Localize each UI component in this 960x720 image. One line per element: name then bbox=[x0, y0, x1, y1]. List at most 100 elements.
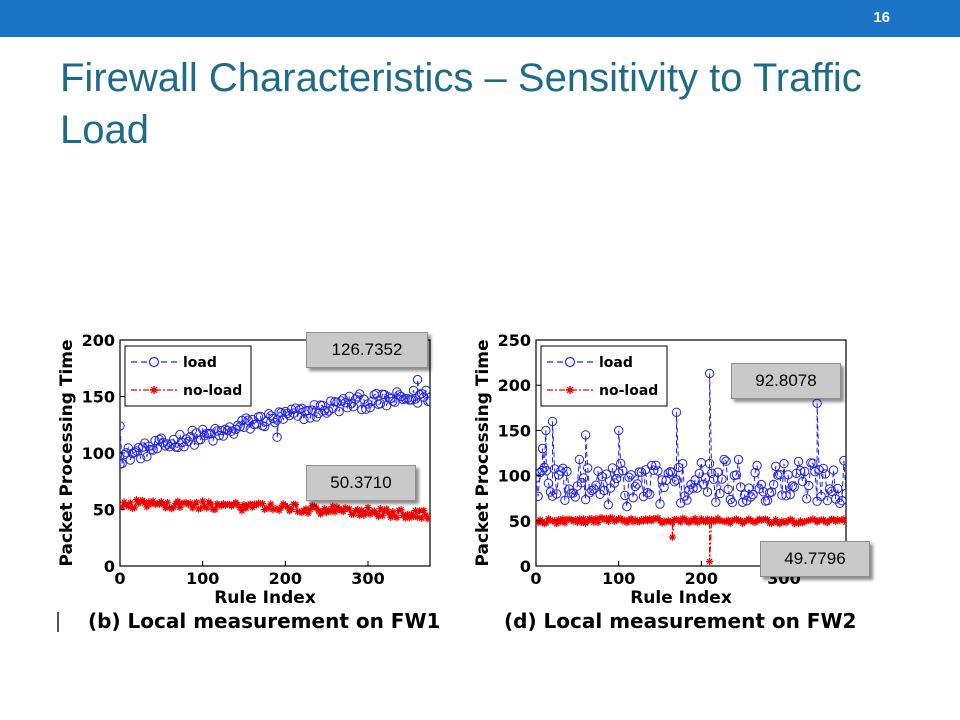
data-point-noload bbox=[149, 497, 157, 505]
data-point-noload bbox=[768, 519, 776, 527]
data-point-load bbox=[375, 399, 386, 409]
data-point-noload bbox=[422, 511, 430, 519]
data-point-noload bbox=[161, 504, 170, 512]
legend-marker-noload bbox=[150, 386, 158, 394]
data-point-noload bbox=[318, 508, 327, 516]
data-point-load bbox=[425, 396, 430, 406]
x-tick-label: 0 bbox=[114, 569, 125, 588]
data-point-noload bbox=[383, 505, 391, 513]
data-point-load bbox=[618, 466, 628, 476]
data-point-noload bbox=[130, 504, 139, 512]
data-point-load bbox=[148, 445, 158, 455]
data-point-noload bbox=[368, 508, 376, 516]
data-point-noload bbox=[540, 520, 548, 528]
legend-marker-noload bbox=[566, 386, 574, 394]
data-point-noload bbox=[378, 512, 387, 520]
data-point-noload bbox=[679, 514, 687, 522]
data-point-noload bbox=[211, 506, 219, 514]
data-point-noload bbox=[561, 519, 569, 527]
slide-number: 16 bbox=[873, 9, 890, 26]
chart-fw2: 0 100 200 300 0 50 100 150 200 250 Rule Index Packe… bbox=[470, 320, 860, 640]
data-point-noload bbox=[132, 496, 141, 504]
data-point-noload bbox=[668, 518, 676, 527]
data-point-load bbox=[628, 493, 638, 503]
data-point-load bbox=[543, 478, 554, 488]
data-point-load bbox=[408, 385, 419, 396]
data-point-noload bbox=[726, 519, 734, 527]
data-point-load bbox=[721, 456, 731, 466]
data-point-noload bbox=[842, 518, 846, 526]
data-point-noload bbox=[660, 517, 668, 525]
data-point-load bbox=[611, 473, 622, 484]
data-point-load bbox=[667, 467, 678, 477]
data-point-load bbox=[771, 461, 781, 472]
data-point-load bbox=[789, 482, 799, 492]
data-point-load bbox=[800, 466, 810, 477]
data-point-noload bbox=[627, 514, 635, 523]
data-point-load bbox=[793, 456, 804, 467]
data-point-noload bbox=[259, 499, 267, 508]
data-point-noload bbox=[414, 513, 422, 521]
legend-label: no-load bbox=[599, 383, 658, 399]
y-tick-label: 100 bbox=[498, 467, 531, 486]
data-point-load bbox=[632, 479, 643, 489]
data-point-noload bbox=[786, 515, 794, 523]
data-point-noload bbox=[774, 519, 782, 527]
data-point-noload bbox=[240, 500, 248, 509]
data-point-load bbox=[649, 465, 659, 475]
data-point-noload bbox=[238, 507, 246, 515]
data-point-noload bbox=[559, 515, 567, 523]
data-point-noload bbox=[170, 503, 178, 511]
data-point-noload bbox=[579, 515, 588, 523]
data-point-load bbox=[583, 463, 593, 473]
data-point-load bbox=[607, 463, 618, 473]
x-axis-label: Rule Index bbox=[630, 588, 732, 608]
data-point-noload bbox=[141, 499, 149, 507]
data-point-noload bbox=[693, 518, 701, 527]
data-point-load bbox=[536, 473, 541, 483]
data-point-noload bbox=[221, 501, 229, 510]
data-point-noload bbox=[199, 497, 207, 505]
x-tick-label: 200 bbox=[269, 569, 302, 588]
legend-marker-load bbox=[148, 356, 160, 368]
data-point-load bbox=[136, 454, 146, 464]
data-point-load bbox=[837, 496, 846, 506]
x-tick-label: 100 bbox=[602, 569, 635, 588]
y-axis-label: Packet Processing Time bbox=[57, 339, 77, 566]
data-point-noload bbox=[691, 514, 699, 522]
data-point-load bbox=[812, 398, 822, 409]
data-point-noload bbox=[176, 503, 184, 511]
data-point-load bbox=[574, 454, 585, 465]
data-point-noload bbox=[354, 505, 362, 513]
data-point-load bbox=[624, 472, 634, 482]
data-point-noload bbox=[267, 500, 275, 508]
data-point-load bbox=[239, 422, 249, 433]
data-point-noload bbox=[594, 518, 602, 527]
x-tick-label: 200 bbox=[685, 569, 718, 588]
slide-title: Firewall Characteristics – Sensitivity t… bbox=[60, 56, 862, 152]
data-point-noload bbox=[345, 505, 353, 513]
data-point-noload bbox=[542, 519, 550, 527]
data-point-load bbox=[657, 475, 667, 485]
data-point-noload bbox=[244, 501, 252, 509]
data-point-noload bbox=[403, 510, 411, 518]
data-point-noload bbox=[283, 503, 291, 511]
legend-box bbox=[124, 345, 252, 407]
data-point-load bbox=[820, 469, 830, 479]
data-point-load bbox=[120, 458, 127, 469]
data-point-noload bbox=[327, 507, 335, 516]
data-point-load bbox=[545, 487, 556, 497]
data-point-load bbox=[671, 475, 682, 485]
data-point-noload bbox=[741, 517, 749, 526]
data-point-load bbox=[601, 469, 612, 479]
top-bar: 16 bbox=[0, 0, 960, 37]
data-point-load bbox=[599, 485, 609, 496]
data-point-noload bbox=[197, 504, 205, 512]
data-point-load bbox=[537, 465, 547, 476]
data-point-noload bbox=[405, 514, 413, 522]
data-point-load bbox=[630, 481, 640, 492]
data-point-load bbox=[839, 455, 846, 466]
data-point-noload bbox=[362, 508, 370, 517]
data-point-load bbox=[336, 396, 346, 406]
